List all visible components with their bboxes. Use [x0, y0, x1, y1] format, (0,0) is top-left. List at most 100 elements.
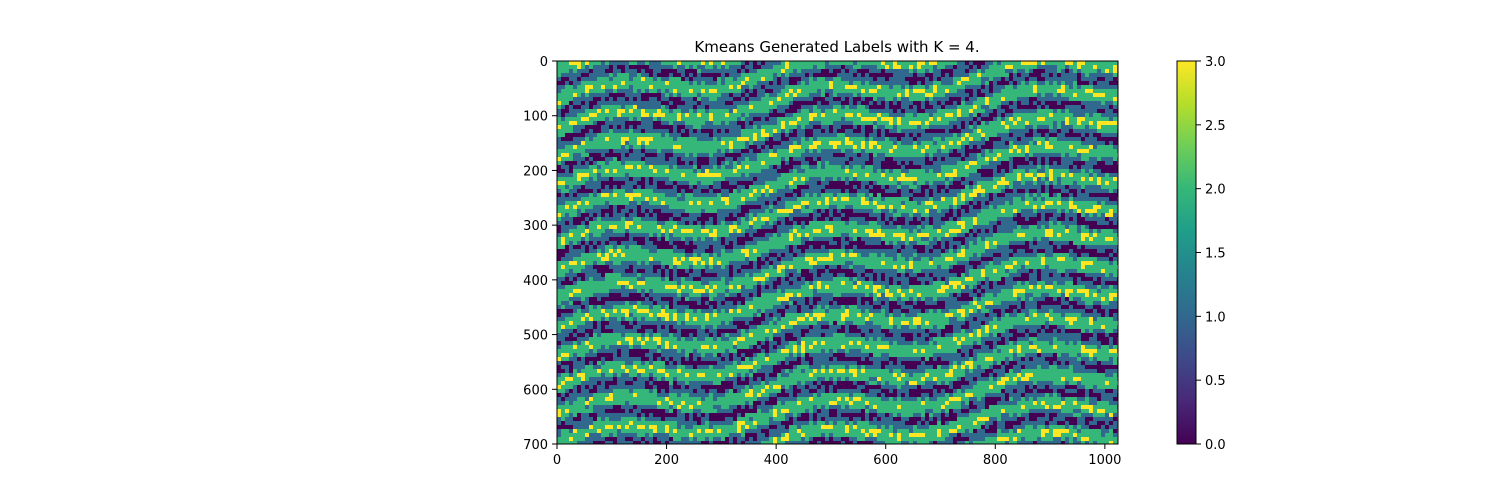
label-cell: [753, 97, 757, 101]
label-cell: [693, 109, 697, 113]
label-cell: [629, 145, 633, 149]
label-cell: [637, 113, 641, 117]
label-cell: [985, 161, 989, 165]
label-cell: [817, 145, 821, 149]
label-cell: [801, 69, 805, 73]
label-cell: [761, 97, 765, 101]
label-cell: [945, 141, 949, 145]
label-cell: [685, 169, 689, 173]
label-cell: [889, 137, 893, 141]
label-cell: [945, 193, 949, 197]
label-cell: [613, 201, 617, 205]
label-cell: [997, 189, 1001, 193]
label-cell: [637, 177, 641, 181]
label-cell: [957, 101, 961, 105]
label-cell: [1105, 165, 1109, 169]
label-cell: [1113, 145, 1117, 149]
label-cell: [765, 129, 769, 133]
label-cell: [805, 141, 809, 145]
label-cell: [745, 77, 749, 81]
label-cell: [1021, 77, 1025, 81]
label-cell: [585, 77, 589, 81]
label-cell: [1093, 173, 1097, 177]
label-cell: [793, 97, 797, 101]
label-cell: [913, 165, 917, 169]
label-cell: [833, 85, 837, 89]
label-cell: [1077, 69, 1081, 73]
label-cell: [665, 97, 669, 101]
label-cell: [693, 185, 697, 189]
label-cell: [981, 97, 985, 101]
label-cell: [641, 181, 645, 185]
label-cell: [841, 141, 845, 145]
label-cell: [773, 73, 777, 77]
label-cell: [1029, 77, 1033, 81]
label-cell: [765, 157, 769, 161]
label-cell: [645, 169, 649, 173]
label-cell: [673, 133, 677, 137]
label-cell: [1105, 153, 1109, 157]
label-cell: [873, 141, 877, 145]
label-cell: [957, 161, 961, 165]
label-cell: [825, 117, 829, 121]
label-cell: [589, 181, 593, 185]
label-cell: [1069, 125, 1073, 129]
label-cell: [785, 141, 789, 145]
label-cell: [569, 93, 573, 97]
label-cell: [757, 77, 761, 81]
label-cell: [665, 65, 669, 69]
label-cell: [965, 181, 969, 185]
label-cell: [985, 97, 989, 101]
label-cell: [985, 61, 989, 65]
label-cell: [1089, 93, 1093, 97]
label-cell: [789, 137, 793, 141]
label-cell: [669, 105, 673, 109]
label-cell: [1113, 69, 1117, 73]
label-cell: [721, 145, 725, 149]
label-cell: [593, 89, 597, 93]
label-cell: [813, 61, 817, 65]
label-cell: [997, 129, 1001, 133]
label-cell: [693, 157, 697, 161]
label-cell: [1013, 113, 1017, 117]
label-cell: [729, 77, 733, 81]
label-cell: [801, 157, 805, 161]
label-cell: [745, 73, 749, 77]
label-cell: [769, 89, 773, 93]
label-cell: [773, 169, 777, 173]
label-cell: [585, 193, 589, 197]
label-cell: [653, 93, 657, 97]
label-cell: [1097, 185, 1101, 189]
label-cell: [877, 105, 881, 109]
label-cell: [1037, 177, 1041, 181]
label-cell: [877, 129, 881, 133]
label-cell: [697, 125, 701, 129]
label-cell: [637, 161, 641, 165]
label-cell: [605, 137, 609, 141]
label-cell: [573, 69, 577, 73]
label-cell: [961, 169, 965, 173]
label-cell: [921, 157, 925, 161]
label-cell: [777, 97, 781, 101]
label-cell: [617, 153, 621, 157]
label-cell: [1033, 129, 1037, 133]
label-cell: [817, 129, 821, 133]
label-cell: [781, 89, 785, 93]
label-cell: [861, 185, 865, 189]
label-cell: [897, 121, 901, 125]
label-cell: [689, 133, 693, 137]
label-cell: [1053, 141, 1057, 145]
label-cell: [605, 117, 609, 121]
label-cell: [873, 145, 877, 149]
label-cell: [581, 185, 585, 189]
label-cell: [1029, 197, 1033, 201]
label-cell: [877, 69, 881, 73]
label-cell: [1065, 173, 1069, 177]
label-cell: [781, 137, 785, 141]
label-cell: [701, 193, 705, 197]
label-cell: [897, 77, 901, 81]
label-cell: [593, 177, 597, 181]
label-cell: [969, 133, 973, 137]
label-cell: [665, 141, 669, 145]
label-cell: [885, 109, 889, 113]
